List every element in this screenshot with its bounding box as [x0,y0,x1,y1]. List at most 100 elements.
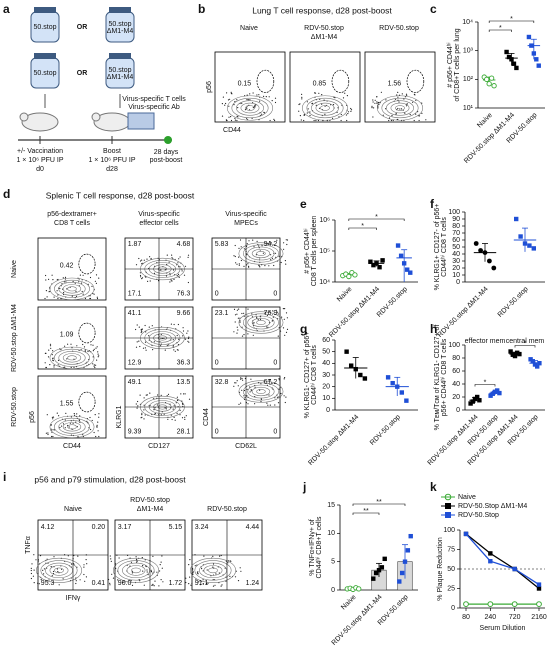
event-dot [168,261,170,263]
event-dot [79,274,81,276]
event-dot [97,421,99,423]
quadrant-percent: 0 [215,429,219,436]
event-dot [176,399,179,401]
quadrant-percent: 5.15 [169,524,183,531]
event-dot [221,103,223,105]
event-dot [71,295,73,297]
contour [251,317,271,328]
event-dot [141,414,143,416]
y-tick-label: 15 [327,502,335,509]
y-tick-label: 90 [452,216,460,223]
event-dot [283,395,285,397]
event-dot [376,102,378,104]
event-dot [160,269,162,271]
contour [247,315,275,330]
event-dot [153,398,155,400]
data-point [408,533,413,539]
data-point [352,272,358,278]
event-dot [244,377,246,380]
data-point [517,351,522,357]
event-dot [90,428,92,431]
event-dot [139,260,142,262]
event-dot [35,559,37,561]
contour [242,244,279,263]
step-label: Boost [103,148,121,155]
event-dot [202,579,204,581]
event-dot [324,113,326,115]
event-dot [135,403,137,405]
data-point [536,63,541,68]
quadrant-percent: 0 [273,291,277,298]
event-dot [397,91,399,93]
event-dot [264,265,266,267]
event-dot [172,346,174,348]
event-dot [285,263,287,265]
event-dot [299,115,301,117]
event-dot [286,243,288,246]
event-dot [75,295,78,297]
event-dot [53,364,55,366]
contour [62,353,82,363]
contour [40,560,78,581]
mouse-ear [19,112,29,122]
event-dot [139,274,142,277]
contour [67,286,77,292]
event-dot [270,242,272,244]
event-dot [263,95,265,97]
event-dot [76,426,78,428]
quadrant-percent: 94.2 [264,241,278,248]
event-dot [50,347,52,349]
event-dot [301,96,303,98]
event-dot [197,572,199,575]
event-dot [52,435,54,438]
data-point [470,399,475,404]
y-tick-label: 10⁶ [319,217,330,224]
data-point [491,265,497,271]
data-point [495,388,500,393]
event-dot [238,256,240,258]
data-point [518,234,523,239]
y-tick-label: 30 [322,372,330,379]
event-dot [340,119,342,122]
event-dot [272,320,274,322]
data-point [531,246,536,251]
event-dot [51,575,53,577]
data-point [487,258,492,264]
event-dot [206,569,208,571]
y-tick-label: 40 [452,251,460,258]
event-dot [371,105,373,107]
gate-percent: 1.09 [60,332,74,339]
event-dot [238,403,240,405]
event-dot [141,277,144,279]
event-dot [233,255,235,257]
contour [376,95,424,121]
event-dot [374,102,376,104]
contour [49,346,95,369]
event-dot [79,579,81,581]
event-dot [30,567,32,570]
event-dot [269,311,271,313]
event-dot [144,341,147,343]
contour [315,102,335,114]
event-dot [188,341,190,343]
step-day: d0 [36,166,44,173]
y-tick-label: 50 [447,566,455,573]
event-dot [337,107,339,109]
data-point [514,65,519,71]
event-dot [247,333,249,335]
data-point [488,559,493,564]
data-point [535,364,540,369]
significance-bracket [488,20,535,23]
y-tick-label: 100 [443,527,455,534]
event-dot [143,584,145,586]
panel-letter: f [430,197,435,211]
event-dot [240,259,242,262]
contour [238,242,284,265]
series-line [465,533,540,590]
data-point [399,570,405,576]
data-point [356,586,362,592]
event-dot [145,349,147,351]
data-point [405,548,411,553]
event-dot [174,419,176,421]
event-dot [259,100,261,102]
